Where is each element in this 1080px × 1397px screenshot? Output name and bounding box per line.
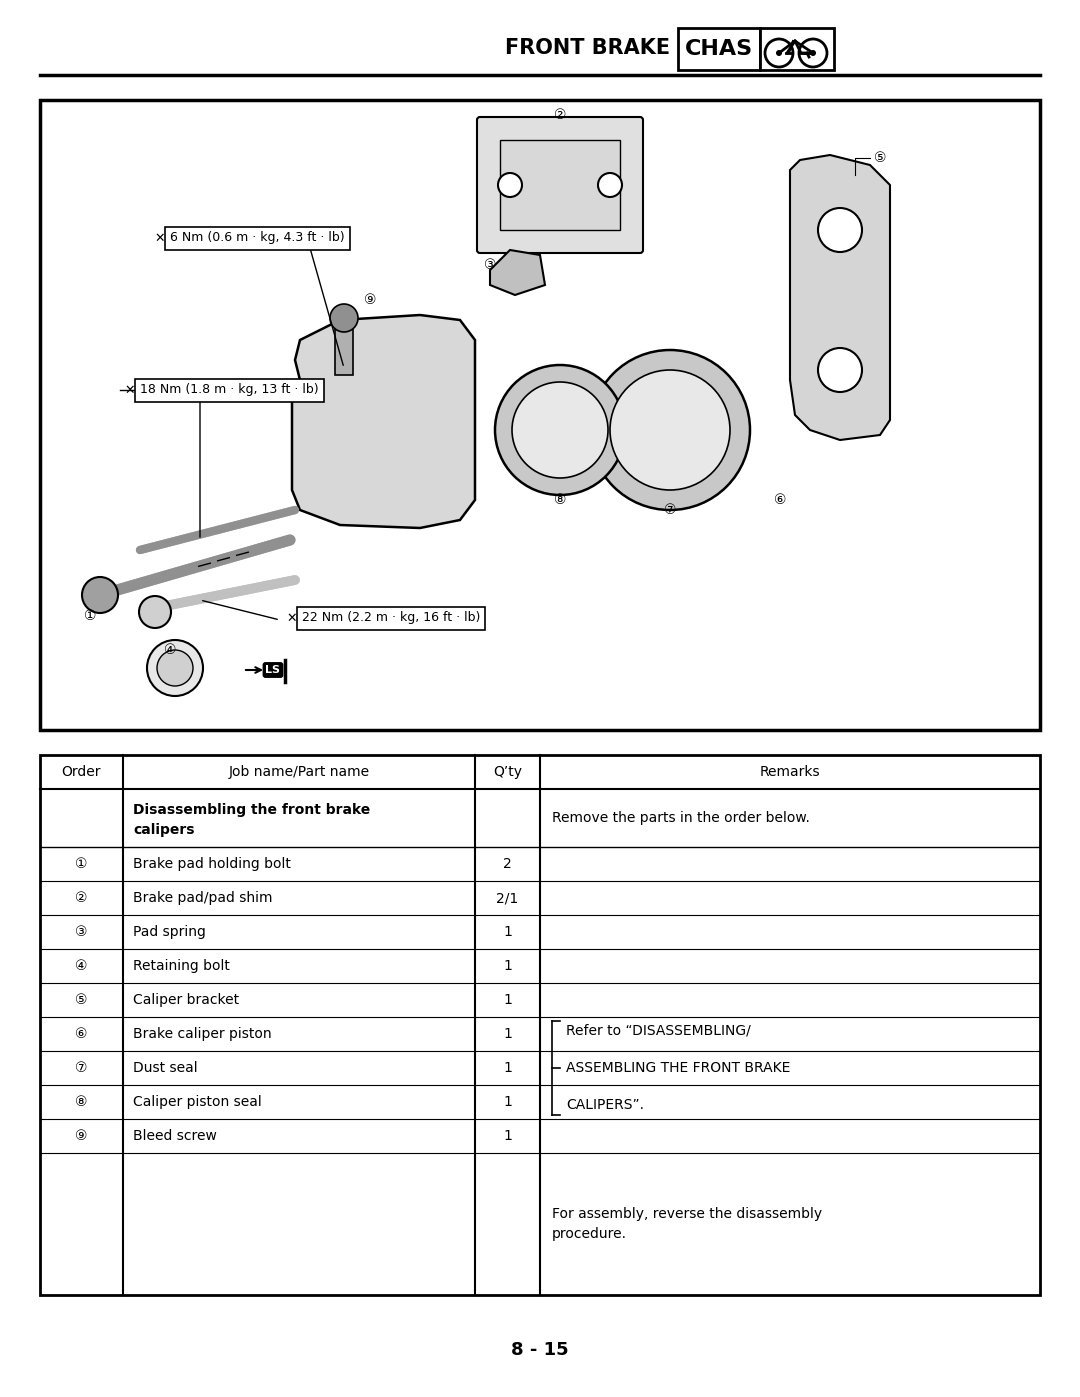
Text: ⑨: ⑨: [76, 1129, 87, 1143]
Text: 22 Nm (2.2 m · kg, 16 ft · lb): 22 Nm (2.2 m · kg, 16 ft · lb): [302, 612, 481, 624]
Text: ⑨: ⑨: [364, 293, 376, 307]
Text: Remove the parts in the order below.: Remove the parts in the order below.: [552, 812, 810, 826]
Text: Q’ty: Q’ty: [492, 766, 522, 780]
Bar: [40, 101, 1040, 731]
Circle shape: [598, 173, 622, 197]
Text: ✕: ✕: [286, 612, 297, 624]
Text: For assembly, reverse the disassembly: For assembly, reverse the disassembly: [552, 1207, 822, 1221]
Text: ⑤: ⑤: [76, 993, 87, 1007]
Text: 1: 1: [503, 1060, 512, 1076]
Circle shape: [82, 577, 118, 613]
Text: ⑧: ⑧: [554, 493, 566, 507]
Text: CHAS: CHAS: [685, 39, 753, 59]
Text: 1: 1: [503, 925, 512, 939]
Text: Remarks: Remarks: [759, 766, 821, 780]
Text: Dust seal: Dust seal: [133, 1060, 198, 1076]
Polygon shape: [789, 155, 890, 440]
Text: ①: ①: [76, 856, 87, 870]
Circle shape: [777, 50, 782, 56]
Text: Pad spring: Pad spring: [133, 925, 206, 939]
Text: ②: ②: [554, 108, 566, 122]
Text: calipers: calipers: [133, 823, 194, 837]
Text: ⑥: ⑥: [773, 493, 786, 507]
Text: ⑧: ⑧: [76, 1095, 87, 1109]
Text: ⑥: ⑥: [76, 1027, 87, 1041]
Bar: [335, 320, 353, 374]
Text: ③: ③: [484, 258, 496, 272]
Text: 18 Nm (1.8 m · kg, 13 ft · lb): 18 Nm (1.8 m · kg, 13 ft · lb): [140, 384, 319, 397]
Text: Brake pad/pad shim: Brake pad/pad shim: [133, 891, 272, 905]
Circle shape: [330, 305, 357, 332]
Text: 1: 1: [503, 1027, 512, 1041]
Circle shape: [810, 50, 816, 56]
Text: ✕: ✕: [154, 232, 164, 244]
Text: ⑤: ⑤: [874, 151, 887, 165]
Bar: [678, 28, 760, 70]
Text: ④: ④: [164, 643, 176, 657]
Circle shape: [157, 650, 193, 686]
Circle shape: [498, 173, 522, 197]
Circle shape: [512, 381, 608, 478]
Text: ①: ①: [84, 609, 96, 623]
Text: ⑦: ⑦: [664, 503, 676, 517]
Text: FRONT BRAKE: FRONT BRAKE: [504, 38, 670, 59]
Text: ③: ③: [76, 925, 87, 939]
Text: 1: 1: [503, 993, 512, 1007]
Text: Refer to “DISASSEMBLING/: Refer to “DISASSEMBLING/: [566, 1024, 751, 1038]
Text: Caliper piston seal: Caliper piston seal: [133, 1095, 261, 1109]
Text: 1: 1: [503, 958, 512, 972]
Polygon shape: [292, 314, 475, 528]
Circle shape: [495, 365, 625, 495]
Text: Brake pad holding bolt: Brake pad holding bolt: [133, 856, 291, 870]
Text: Job name/Part name: Job name/Part name: [229, 766, 369, 780]
Bar: [760, 28, 834, 70]
Polygon shape: [490, 250, 545, 295]
Text: 1: 1: [503, 1129, 512, 1143]
FancyBboxPatch shape: [477, 117, 643, 253]
Bar: [40, 754, 1040, 1295]
Text: ASSEMBLING THE FRONT BRAKE: ASSEMBLING THE FRONT BRAKE: [566, 1060, 791, 1076]
Text: Bleed screw: Bleed screw: [133, 1129, 217, 1143]
Text: 6 Nm (0.6 m · kg, 4.3 ft · lb): 6 Nm (0.6 m · kg, 4.3 ft · lb): [170, 232, 345, 244]
Text: 1: 1: [503, 1095, 512, 1109]
Circle shape: [610, 370, 730, 490]
Circle shape: [147, 640, 203, 696]
Text: Retaining bolt: Retaining bolt: [133, 958, 230, 972]
Circle shape: [818, 348, 862, 393]
Text: 2/1: 2/1: [497, 891, 518, 905]
Text: CALIPERS”.: CALIPERS”.: [566, 1098, 644, 1112]
Bar: [500, 140, 620, 231]
Text: ⑦: ⑦: [76, 1060, 87, 1076]
Text: procedure.: procedure.: [552, 1227, 627, 1241]
Text: Brake caliper piston: Brake caliper piston: [133, 1027, 272, 1041]
Circle shape: [818, 208, 862, 251]
Text: ✕: ✕: [124, 384, 135, 397]
Circle shape: [139, 597, 171, 629]
Text: 2: 2: [503, 856, 512, 870]
Text: ④: ④: [76, 958, 87, 972]
Text: 8 - 15: 8 - 15: [511, 1341, 569, 1359]
Text: LS: LS: [266, 665, 281, 675]
Text: ②: ②: [76, 891, 87, 905]
Text: Caliper bracket: Caliper bracket: [133, 993, 239, 1007]
Text: Disassembling the front brake: Disassembling the front brake: [133, 803, 370, 817]
Text: Order: Order: [62, 766, 102, 780]
Circle shape: [590, 351, 750, 510]
